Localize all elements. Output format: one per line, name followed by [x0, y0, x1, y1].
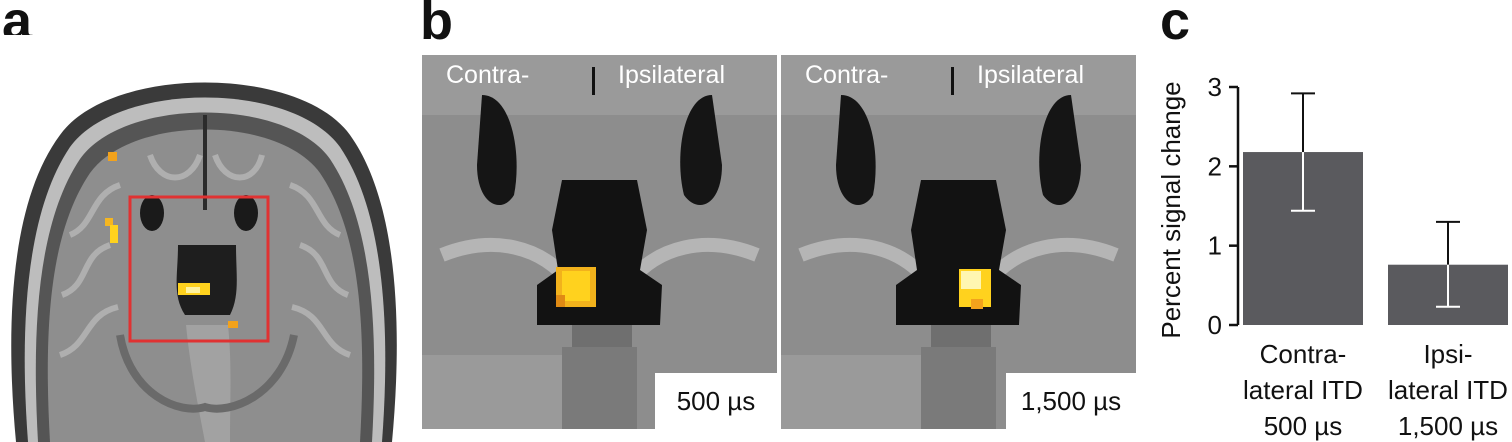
ipsilateral-label: Ipsilateral [977, 61, 1084, 89]
y-axis-label: Percent signal change [1156, 81, 1186, 338]
category-label: lateral ITD [1243, 375, 1363, 405]
ipsilateral-label: Ipsilateral [618, 61, 725, 89]
category-label: 500 µs [1264, 411, 1343, 441]
category-label: Ipsi- [1423, 339, 1472, 369]
y-tick-label: 2 [1208, 151, 1222, 181]
brain-coronal-image [0, 35, 408, 442]
category-label: lateral ITD [1388, 375, 1508, 405]
delay-label: 1,500 µs [1006, 373, 1136, 429]
contralateral-label: Contra- [446, 61, 530, 89]
y-tick-label: 3 [1208, 72, 1222, 102]
category-label: 1,500 µs [1398, 411, 1498, 441]
delay-label: 500 µs [655, 373, 777, 429]
slice-image [781, 55, 1136, 429]
category-label: Contra- [1260, 339, 1347, 369]
contralateral-label: Contra- [805, 61, 889, 89]
zoomed-slice-500us: Contra- Ipsilateral 500 µs [422, 55, 777, 429]
signal-change-bar-chart: 0 1 2 3 Percent signal change Contra-lateral … [1156, 72, 1508, 441]
zoomed-slice-1500us: Contra- Ipsilateral 1,500 µs [781, 55, 1136, 429]
panel-letter-b: b [420, 0, 453, 51]
midline-marker [592, 67, 595, 95]
panel-letter-c: c [1160, 0, 1191, 51]
y-tick-label: 0 [1208, 310, 1222, 340]
y-tick-label: 1 [1208, 231, 1222, 261]
midline-marker [951, 67, 954, 95]
slice-image [422, 55, 777, 429]
